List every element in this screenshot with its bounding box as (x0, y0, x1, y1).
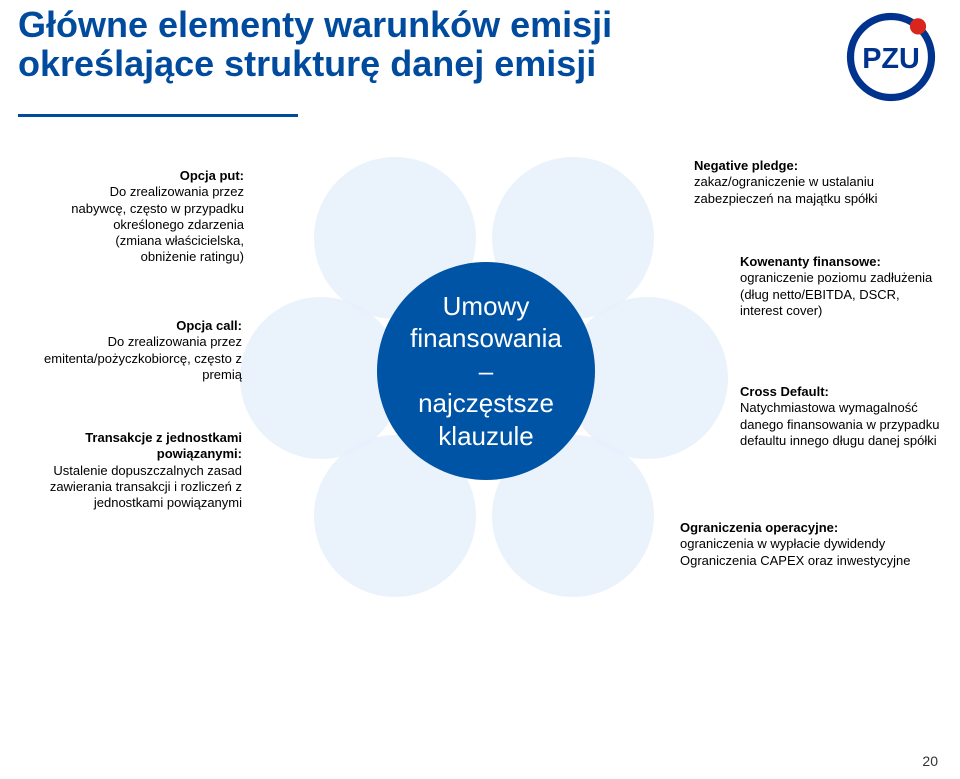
pzu-logo: PZU (846, 12, 936, 102)
left-block: Opcja put:Do zrealizowania przez nabywcę… (64, 168, 244, 266)
center-label: Umowy finansowania – najczęstsze klauzul… (410, 290, 562, 453)
logo-text: PZU (862, 43, 920, 75)
block-body: ograniczenie poziomu zadłużenia (dług ne… (740, 270, 945, 319)
block-body: Ustalenie dopuszczalnych zasad zawierani… (42, 463, 242, 512)
right-block: Cross Default:Natychmiastowa wymagalność… (740, 384, 945, 449)
block-body: Natychmiastowa wymagalność danego finans… (740, 400, 945, 449)
center-circle: Umowy finansowania – najczęstsze klauzul… (377, 262, 595, 480)
page-number: 20 (922, 753, 938, 769)
title-line1: Główne elementy warunków emisji (18, 6, 778, 45)
right-block: Negative pledge:zakaz/ograniczenie w ust… (694, 158, 924, 207)
title-underline (18, 114, 298, 117)
center-l1: Umowy (443, 291, 530, 321)
block-body: ograniczenia w wypłacie dywidendy Ograni… (680, 536, 915, 569)
block-head: Opcja put: (64, 168, 244, 184)
center-l2: finansowania (410, 323, 562, 353)
page-title: Główne elementy warunków emisji określaj… (18, 6, 778, 84)
center-l4: najczęstsze (418, 388, 554, 418)
center-l3: – (479, 356, 493, 386)
left-block: Opcja call:Do zrealizowania przez emiten… (18, 318, 242, 383)
right-block: Kowenanty finansowe:ograniczenie poziomu… (740, 254, 945, 319)
block-body: Do zrealizowania przez emitenta/pożyczko… (18, 334, 242, 383)
slide: Główne elementy warunków emisji określaj… (0, 0, 960, 779)
left-block: Transakcje z jednostkami powiązanymi:Ust… (42, 430, 242, 511)
block-head: Negative pledge: (694, 158, 924, 174)
block-body: zakaz/ograniczenie w ustalaniu zabezpiec… (694, 174, 924, 207)
block-body: Do zrealizowania przez nabywcę, często w… (64, 184, 244, 265)
block-head: Transakcje z jednostkami powiązanymi: (42, 430, 242, 463)
title-line2: określające strukturę danej emisji (18, 45, 778, 84)
block-head: Opcja call: (18, 318, 242, 334)
center-l5: klauzule (438, 421, 533, 451)
block-head: Kowenanty finansowe: (740, 254, 945, 270)
right-block: Ograniczenia operacyjne:ograniczenia w w… (680, 520, 915, 569)
block-head: Cross Default: (740, 384, 945, 400)
block-head: Ograniczenia operacyjne: (680, 520, 915, 536)
